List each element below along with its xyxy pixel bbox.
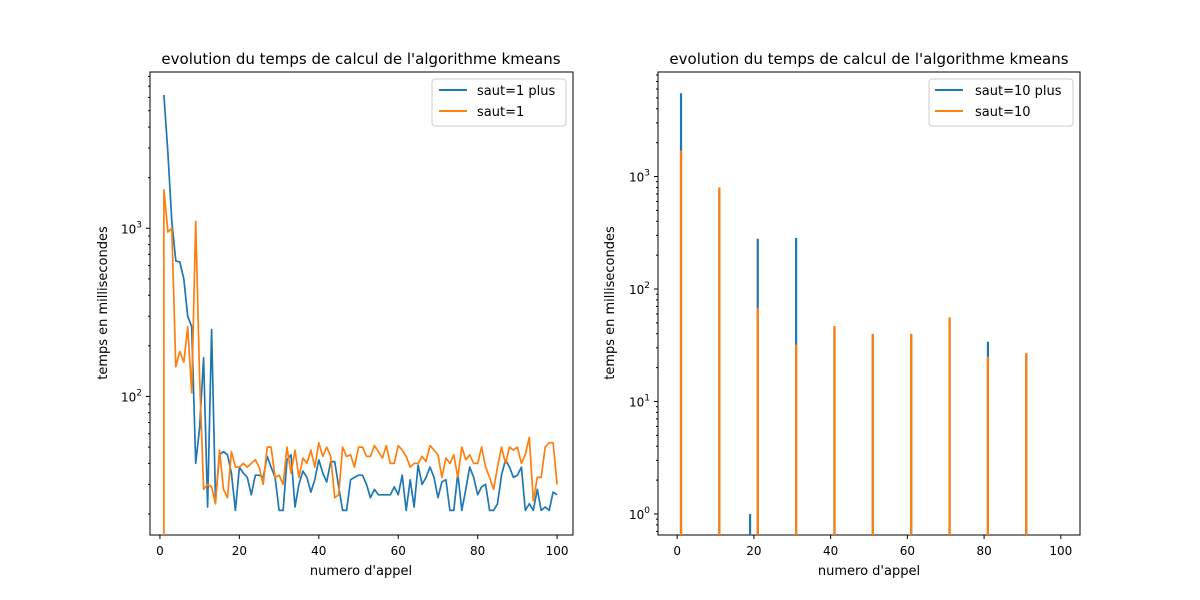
chart-left-x-tick-label: 60 <box>391 544 406 558</box>
chart-left-x-tick-label: 80 <box>470 544 485 558</box>
chart-right-plot-frame <box>657 71 1081 536</box>
chart-left-x-tick-label: 40 <box>311 544 326 558</box>
chart-right-legend-box <box>928 78 1074 127</box>
chart-left-legend: saut=1 plus saut=1 <box>431 78 567 127</box>
chart-right: evolution du temps de calcul de l'algori… <box>603 50 1081 579</box>
chart-left-y-ticks: 102 103 <box>121 75 150 515</box>
chart-right-x-tick-label: 40 <box>823 544 838 558</box>
chart-right-title: evolution du temps de calcul de l'algori… <box>669 50 1068 68</box>
chart-left-series-line-2 <box>163 189 558 505</box>
chart-right-y-tick-label: 103 <box>629 169 650 185</box>
chart-right-x-tick-label: 100 <box>1049 544 1072 558</box>
chart-left-series-lines <box>163 94 558 535</box>
chart-left-x-ticks: 0 20 40 60 80 100 <box>156 535 569 558</box>
chart-left-plot-frame <box>149 71 574 536</box>
chart-right-legend: saut=10 plus saut=10 <box>928 78 1074 127</box>
chart-left-legend-label-2: saut=1 <box>477 105 524 120</box>
chart-left-x-tick-label: 0 <box>156 544 164 558</box>
chart-right-x-axis-label: numero d'appel <box>818 564 920 579</box>
chart-left-series-line-1 <box>163 94 558 512</box>
chart-right-y-tick-label: 100 <box>629 506 650 522</box>
chart-right-legend-label-2: saut=10 <box>975 105 1031 120</box>
chart-right-legend-label-1: saut=10 plus <box>975 84 1062 99</box>
chart-right-x-tick-label: 20 <box>746 544 761 558</box>
chart-left: evolution du temps de calcul de l'algori… <box>96 50 574 579</box>
chart-left-legend-label-1: saut=1 plus <box>477 84 555 99</box>
chart-left-title: evolution du temps de calcul de l'algori… <box>161 50 560 68</box>
chart-left-y-tick-label: 102 <box>121 388 142 404</box>
chart-left-x-tick-label: 100 <box>546 544 569 558</box>
chart-left-x-tick-label: 20 <box>232 544 247 558</box>
chart-left-y-axis-label: temps en millisecondes <box>96 226 111 380</box>
chart-left-y-tick-label: 103 <box>121 220 142 236</box>
chart-right-y-tick-label: 101 <box>629 393 650 409</box>
chart-right-y-ticks: 100 101 102 103 <box>629 74 658 532</box>
chart-right-y-tick-label: 102 <box>629 281 650 297</box>
chart-right-x-tick-label: 80 <box>976 544 991 558</box>
chart-left-x-axis-label: numero d'appel <box>310 564 412 579</box>
chart-right-x-tick-label: 0 <box>673 544 681 558</box>
chart-right-series-spikes <box>679 93 1028 535</box>
chart-right-x-ticks: 0 20 40 60 80 100 <box>673 535 1072 558</box>
chart-right-x-tick-label: 60 <box>900 544 915 558</box>
chart-right-y-axis-label: temps en millisecondes <box>603 226 618 380</box>
